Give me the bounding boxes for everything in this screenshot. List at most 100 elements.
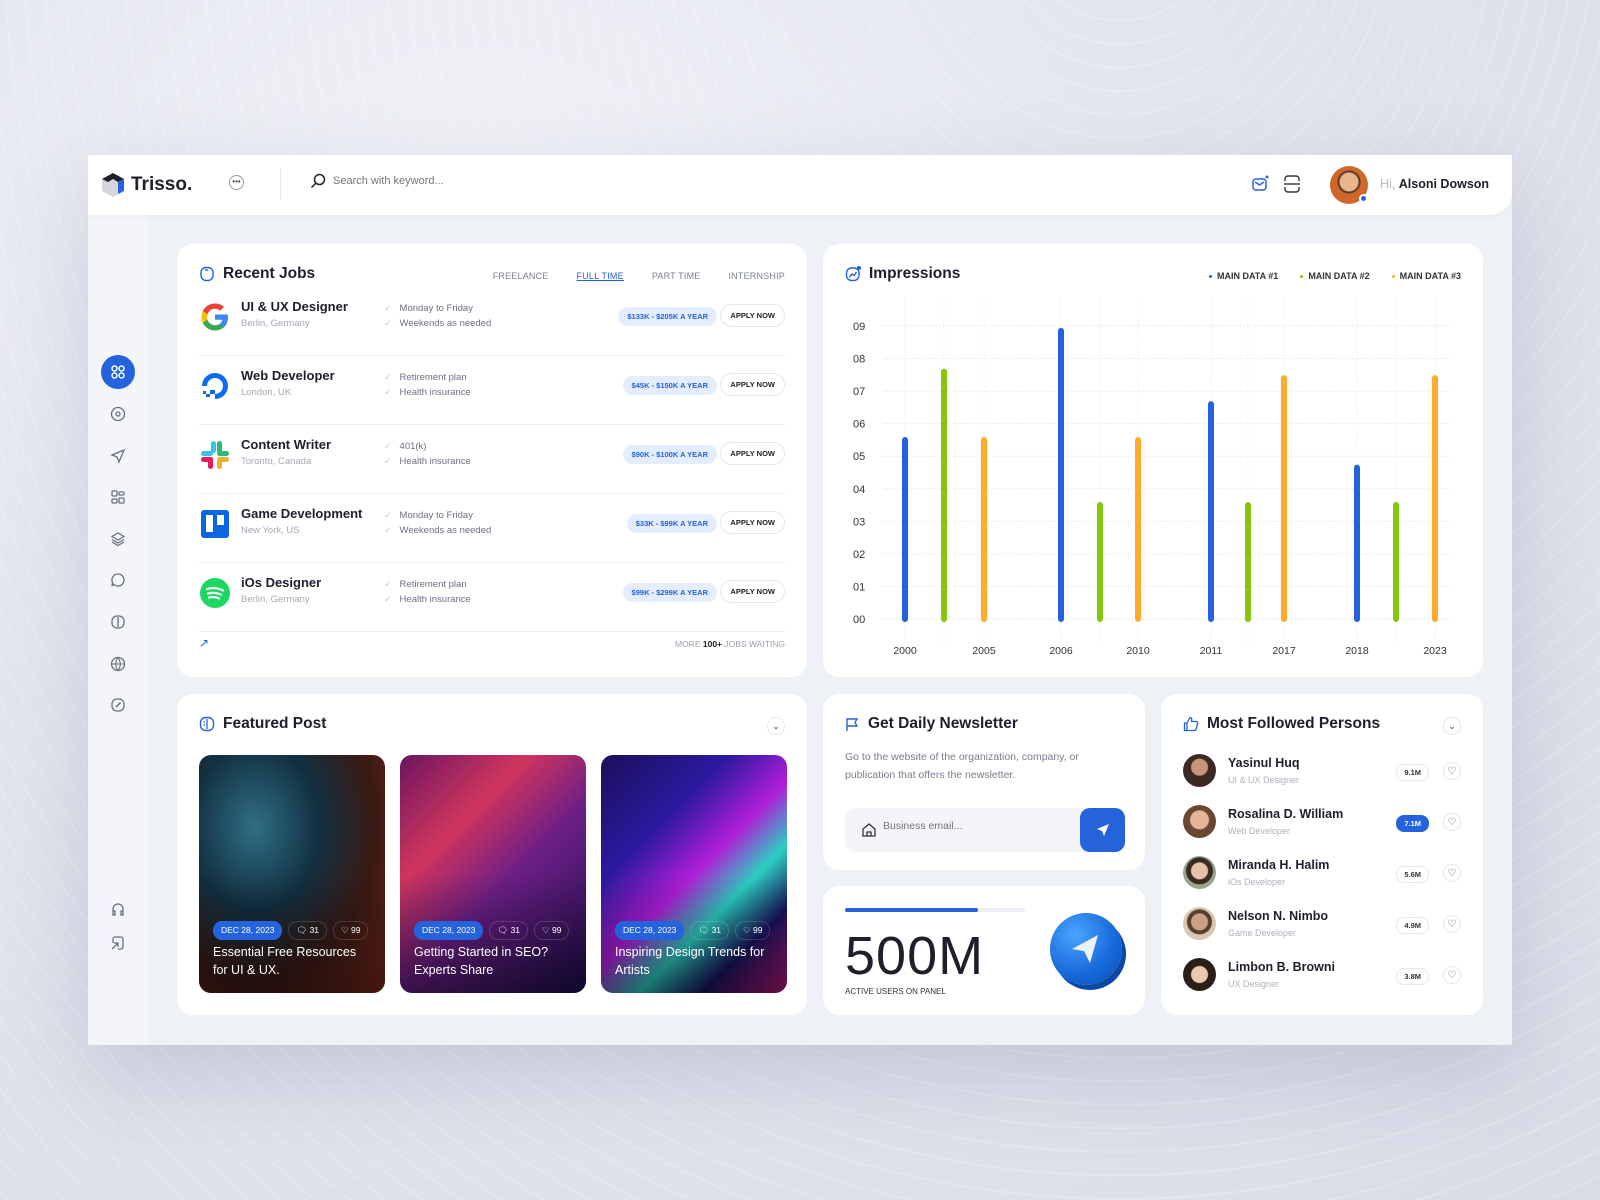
job-type-tabs: FREELANCE FULL TIME PART TIME INTERNSHIP: [493, 271, 785, 281]
heart-icon[interactable]: ♡: [1443, 864, 1461, 882]
person-item[interactable]: Nelson N. Nimbo Game Developer 4.9M ♡: [1183, 907, 1461, 958]
active-users-value: 500M: [845, 926, 985, 986]
y-tick-label: 04: [853, 484, 865, 496]
most-followed-card: Most Followed Persons ⌄ Yasinul Huq UI &…: [1161, 694, 1483, 1015]
active-users-progress: [845, 908, 1025, 912]
featured-post-title: Featured Post: [223, 715, 327, 732]
featured-post-card: Featured Post ⌄ DEC 28, 2023 🗨 31 ♡ 99 E…: [177, 694, 807, 1015]
job-row[interactable]: Web Developer London, UK Retirement plan…: [199, 356, 785, 425]
apply-now-button[interactable]: APPLY NOW: [720, 580, 785, 603]
greeting-text: Hi,: [1380, 177, 1396, 191]
sidebar-item-logout[interactable]: [101, 926, 135, 960]
featured-post[interactable]: DEC 28, 2023 🗨 31 ♡ 99 Getting Started i…: [400, 755, 586, 993]
more-jobs-link[interactable]: MORE 100+ JOBS WAITING: [675, 639, 785, 649]
heart-icon[interactable]: ♡: [1443, 762, 1461, 780]
featured-post[interactable]: DEC 28, 2023 🗨 31 ♡ 99 Inspiring Design …: [601, 755, 787, 993]
job-row[interactable]: Content Writer Toronto, Canada 401(k) He…: [199, 425, 785, 494]
active-users-label: ACTIVE USERS ON PANEL: [845, 987, 946, 996]
google-logo-icon: [199, 301, 231, 333]
subscribe-send-button[interactable]: [1080, 808, 1125, 852]
y-tick-label: 06: [853, 419, 865, 431]
job-row[interactable]: iOs Designer Berlin, Germany Retirement …: [199, 563, 785, 632]
search-input[interactable]: [333, 175, 633, 187]
chevron-down-icon[interactable]: ⌄: [767, 717, 785, 735]
trend-chart-icon: [845, 266, 861, 282]
job-row[interactable]: Game Development New York, US Monday to …: [199, 494, 785, 563]
job-location: Toronto, Canada: [241, 456, 312, 467]
user-avatar[interactable]: [1330, 166, 1368, 204]
person-item[interactable]: Yasinul Huq UI & UX Designer 9.1M ♡: [1183, 754, 1461, 805]
globe-icon: [110, 656, 126, 672]
mail-icon[interactable]: [1251, 175, 1269, 198]
person-item[interactable]: Miranda H. Halim iOs Developer 5.6M ♡: [1183, 856, 1461, 907]
logo[interactable]: Trisso.: [101, 172, 192, 198]
heart-icon[interactable]: ♡: [1443, 915, 1461, 933]
sidebar-item-chat[interactable]: [101, 563, 135, 597]
comments-count: 🗨 31: [489, 921, 529, 940]
more-options-icon[interactable]: •••: [229, 175, 244, 190]
user-greeting[interactable]: Hi, Alsoni Dowson: [1380, 177, 1489, 191]
y-tick-label: 09: [853, 321, 865, 333]
sidebar-item-dashboard[interactable]: [101, 355, 135, 389]
heart-icon[interactable]: ♡: [1443, 966, 1461, 984]
x-tick-label: 2017: [1272, 645, 1296, 657]
chevron-down-icon[interactable]: ⌄: [1443, 717, 1461, 735]
heart-icon[interactable]: ♡: [1443, 813, 1461, 831]
slack-logo-icon: [199, 439, 231, 471]
sidebar-item-layers[interactable]: [101, 522, 135, 556]
email-field[interactable]: [845, 808, 1125, 852]
widgets-icon: [110, 489, 126, 505]
legend-item[interactable]: MAIN DATA #1: [1209, 271, 1278, 281]
person-role: Game Developer: [1228, 928, 1297, 938]
tab-full-time[interactable]: FULL TIME: [576, 271, 624, 281]
tab-internship[interactable]: INTERNSHIP: [728, 271, 785, 281]
legend-item[interactable]: MAIN DATA #2: [1300, 271, 1369, 281]
apply-now-button[interactable]: APPLY NOW: [720, 373, 785, 396]
logout-icon: [110, 935, 126, 951]
follower-count-badge: 4.9M: [1396, 917, 1429, 934]
tab-freelance[interactable]: FREELANCE: [492, 271, 549, 281]
person-name: Nelson N. Nimbo: [1228, 909, 1329, 923]
x-tick-label: 2018: [1345, 645, 1369, 657]
sidebar-item-compass[interactable]: [101, 397, 135, 431]
post-meta: DEC 28, 2023 🗨 31 ♡ 99: [213, 921, 369, 940]
person-name: Rosalina D. William: [1228, 807, 1344, 821]
sidebar-item-book[interactable]: [101, 605, 135, 639]
recent-jobs-title: Recent Jobs: [223, 265, 316, 282]
expand-arrow-icon[interactable]: ↗: [199, 636, 210, 650]
home-icon: [862, 823, 876, 837]
featured-post[interactable]: DEC 28, 2023 🗨 31 ♡ 99 Essential Free Re…: [199, 755, 385, 993]
comments-value: 31: [711, 925, 722, 935]
legend-item[interactable]: MAIN DATA #3: [1392, 271, 1461, 281]
person-avatar: [1183, 805, 1216, 838]
post-date: DEC 28, 2023: [213, 921, 283, 940]
job-title: Web Developer: [241, 368, 335, 383]
sidebar-item-globe[interactable]: [101, 647, 135, 681]
person-item[interactable]: Limbon B. Browni UX Designer 3.8M ♡: [1183, 958, 1461, 1009]
job-perk: Health insurance: [384, 387, 471, 398]
sidebar-item-headset[interactable]: [101, 892, 135, 926]
tab-part-time[interactable]: PART TIME: [651, 271, 701, 281]
impressions-card: Impressions MAIN DATA #1 MAIN DATA #2 MAIN…: [823, 244, 1483, 677]
newsletter-title: Get Daily Newsletter: [868, 715, 1018, 732]
person-item[interactable]: Rosalina D. William Web Developer 7.1M ♡: [1183, 805, 1461, 856]
most-followed-header: Most Followed Persons: [1183, 715, 1380, 733]
apply-now-button[interactable]: APPLY NOW: [720, 304, 785, 327]
apply-now-button[interactable]: APPLY NOW: [720, 511, 785, 534]
search-bar[interactable]: [310, 173, 710, 189]
compass-icon: [110, 406, 126, 422]
business-email-input[interactable]: [883, 820, 1063, 832]
apply-now-button[interactable]: APPLY NOW: [720, 442, 785, 465]
progress-fill: [845, 908, 979, 912]
sidebar-item-edit[interactable]: [101, 688, 135, 722]
scan-icon[interactable]: [1283, 175, 1301, 198]
edit-icon: [110, 697, 126, 713]
post-title: Inspiring Design Trends for Artists: [615, 945, 765, 977]
trello-logo-icon: [199, 508, 231, 540]
person-avatar: [1183, 754, 1216, 787]
sidebar-item-widgets[interactable]: [101, 480, 135, 514]
sidebar-item-send[interactable]: [101, 439, 135, 473]
job-row[interactable]: UI & UX Designer Berlin, Germany Monday …: [199, 287, 785, 356]
impressions-header: Impressions: [845, 265, 960, 283]
job-location: Berlin, Germany: [241, 318, 310, 329]
